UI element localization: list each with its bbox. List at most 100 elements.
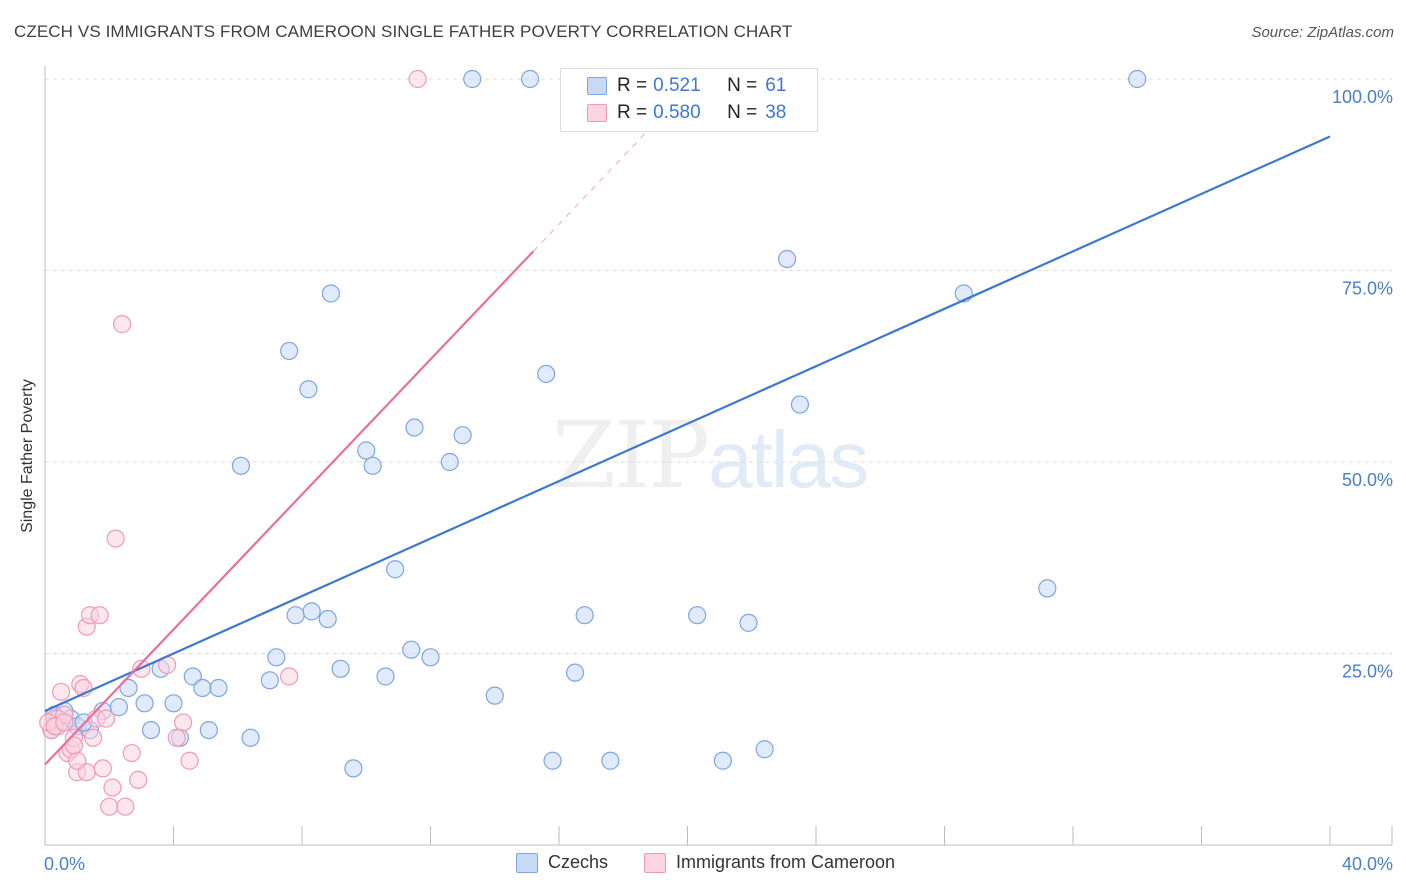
n-value: 61 — [765, 75, 787, 96]
cameroon-point — [280, 667, 299, 686]
cameroon-legend-swatch — [644, 852, 666, 873]
czech-point — [267, 648, 286, 667]
cameroon-point — [174, 713, 193, 732]
czech-point — [119, 678, 138, 698]
czech-point — [777, 249, 797, 269]
czech-point — [755, 740, 774, 759]
legend-label: Czechs — [548, 852, 609, 872]
cameroon-trend-extension — [532, 132, 647, 252]
czech-point — [318, 609, 337, 629]
legend-label: Immigrants from Cameroon — [676, 852, 896, 872]
source-label: Source: ZipAtlas.com — [1251, 24, 1394, 41]
czech-point — [260, 671, 279, 690]
czech-point — [440, 452, 459, 472]
czech-point — [164, 694, 183, 713]
czech-point — [386, 560, 405, 579]
czech-point — [280, 341, 299, 361]
czechs-legend-swatch — [516, 852, 538, 873]
czech-point — [302, 602, 321, 621]
czech-point — [575, 606, 594, 625]
cameroon-point — [180, 751, 199, 770]
czech-point — [299, 380, 318, 399]
cameroon-point — [116, 797, 135, 816]
czech-point — [402, 640, 421, 659]
y-tick-label: 100.0% — [1332, 87, 1393, 107]
points-layer — [39, 69, 1147, 816]
legend-item-czechs[interactable]: Czechs — [516, 852, 608, 873]
axis-layer — [44, 66, 1393, 846]
czech-point — [537, 364, 556, 384]
x-tick-label: 0.0% — [44, 854, 85, 874]
cameroon-point — [112, 315, 132, 334]
czech-point — [376, 667, 395, 686]
cameroon-swatch — [587, 104, 607, 122]
r-value: 0.521 — [653, 75, 701, 96]
czech-point — [199, 720, 218, 740]
czech-point — [231, 456, 251, 475]
czech-point — [601, 751, 620, 770]
trend-layer — [44, 132, 1331, 766]
czech-point — [463, 69, 482, 89]
watermark-atlas: atlas — [708, 415, 869, 504]
x-tick-label: 40.0% — [1342, 854, 1393, 874]
y-tick-label: 25.0% — [1342, 662, 1393, 682]
chart-title: CZECH VS IMMIGRANTS FROM CAMEROON SINGLE… — [14, 22, 793, 41]
czech-point — [688, 606, 707, 625]
czech-point — [241, 728, 260, 747]
stats-row-czechs: R = 0.521 N = 61 — [561, 73, 817, 99]
czech-point — [363, 456, 382, 475]
czech-point — [193, 678, 212, 698]
czech-point — [344, 759, 363, 778]
watermark-zip: ZIP — [552, 402, 710, 509]
czech-point — [565, 663, 585, 682]
czech-point — [1128, 69, 1147, 89]
cameroon-point — [68, 751, 87, 770]
czech-point — [790, 395, 810, 414]
r-value: 0.580 — [653, 102, 701, 123]
cameroon-point — [90, 606, 109, 625]
cameroon-point — [93, 759, 112, 778]
czech-point — [543, 751, 562, 770]
stats-box: R = 0.521 N = 61 R = 0.580 N = 38 — [560, 68, 818, 132]
cameroon-point — [96, 709, 116, 728]
cameroon-point — [51, 682, 71, 701]
czech-point — [331, 659, 350, 678]
cameroon-point — [100, 797, 119, 816]
cameroon-point — [55, 713, 74, 732]
czech-point — [141, 720, 161, 740]
czech-point — [286, 606, 305, 625]
czech-point — [739, 613, 758, 632]
cameroon-point — [64, 736, 84, 755]
cameroon-point — [122, 743, 141, 763]
stats-row-cameroon: R = 0.580 N = 38 — [561, 100, 817, 126]
czech-point — [713, 751, 732, 770]
czechs-swatch — [587, 77, 607, 95]
cameroon-point — [106, 529, 125, 548]
cameroon-point — [167, 728, 186, 747]
watermark: ZIPatlas — [552, 402, 869, 509]
cameroon-point — [408, 69, 427, 89]
n-value: 38 — [765, 102, 787, 123]
czech-point — [321, 284, 341, 303]
czech-point — [109, 698, 128, 717]
cameroon-trend-line — [44, 250, 535, 766]
n-label: N = — [727, 102, 758, 123]
legend-item-cameroon[interactable]: Immigrants from Cameroon — [644, 852, 895, 873]
legend: Czechs Immigrants from Cameroon — [0, 852, 1406, 878]
cameroon-point — [103, 778, 122, 797]
czech-point — [520, 69, 540, 89]
czech-trend-line — [44, 135, 1331, 712]
czech-point — [485, 686, 504, 705]
czech-point — [453, 426, 472, 445]
czech-point — [1038, 579, 1057, 598]
czech-point — [421, 648, 440, 667]
ticks-layer: 25.0% 50.0% 75.0% 100.0% 0.0% 40.0% — [44, 87, 1393, 874]
cameroon-point — [129, 770, 148, 789]
cameroon-point — [84, 728, 103, 747]
czech-point — [209, 678, 228, 698]
czech-point — [405, 418, 424, 437]
y-tick-label: 50.0% — [1342, 470, 1393, 490]
n-label: N = — [727, 75, 758, 96]
y-tick-label: 75.0% — [1342, 279, 1393, 299]
